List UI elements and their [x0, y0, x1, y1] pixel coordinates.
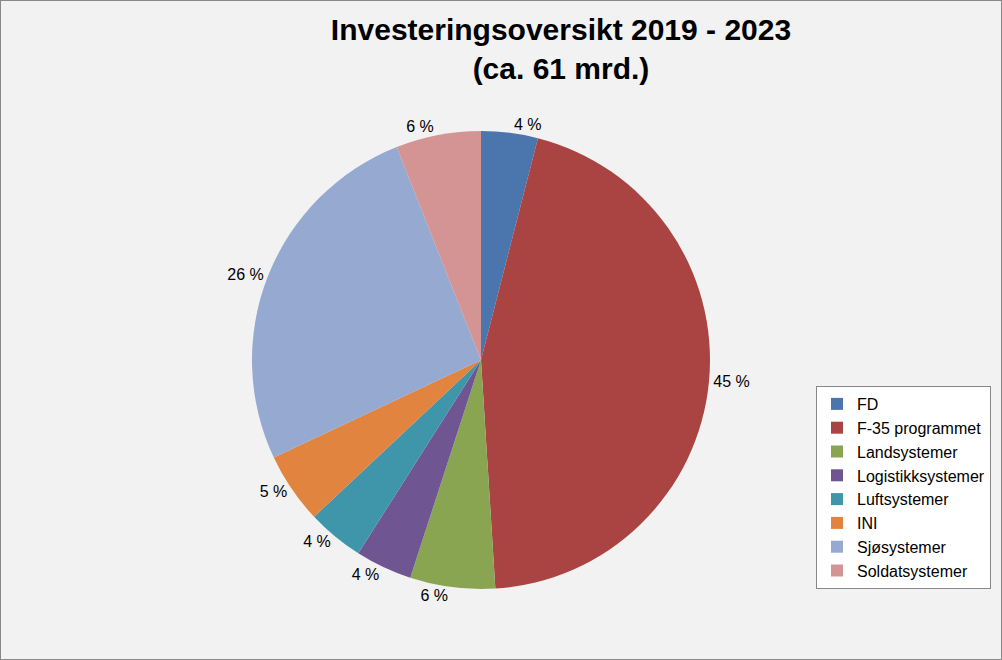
svg-text:6 %: 6 %	[420, 587, 448, 604]
svg-text:6 %: 6 %	[406, 118, 434, 135]
svg-text:26 %: 26 %	[227, 266, 263, 283]
svg-text:INI: INI	[857, 515, 877, 532]
svg-text:F-35 programmet: F-35 programmet	[857, 420, 981, 437]
svg-text:4 %: 4 %	[303, 533, 331, 550]
svg-text:Landsystemer: Landsystemer	[857, 444, 958, 461]
svg-text:Investeringsoversikt 2019 - 20: Investeringsoversikt 2019 - 2023(ca. 61 …	[331, 13, 791, 85]
svg-text:45 %: 45 %	[713, 373, 749, 390]
svg-text:FD: FD	[857, 396, 878, 413]
svg-text:4 %: 4 %	[352, 566, 380, 583]
svg-text:5 %: 5 %	[260, 483, 288, 500]
svg-text:Soldatsystemer: Soldatsystemer	[857, 563, 968, 580]
svg-text:Sjøsystemer: Sjøsystemer	[857, 539, 947, 556]
svg-text:4 %: 4 %	[514, 116, 542, 133]
svg-text:Luftsystemer: Luftsystemer	[857, 491, 949, 508]
svg-text:Logistikksystemer: Logistikksystemer	[857, 468, 985, 485]
